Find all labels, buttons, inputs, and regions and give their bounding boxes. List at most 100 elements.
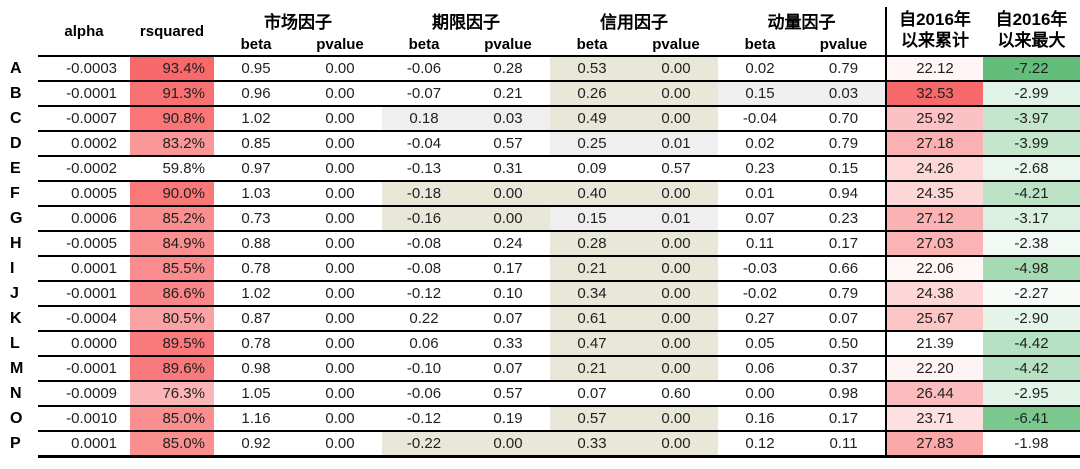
alpha-cell: -0.0003 — [38, 56, 130, 82]
credit-beta-cell: 0.07 — [550, 381, 634, 407]
factor-regression-table: alpha rsquared 市场因子 期限因子 信用因子 动量因子 自2016… — [0, 7, 1080, 458]
cumulative-since-2016-cell: 25.92 — [885, 106, 983, 132]
momentum-beta-cell: 0.01 — [718, 181, 802, 207]
alpha-cell: 0.0001 — [38, 431, 130, 458]
max-drawdown-since-2016-cell: -2.27 — [983, 281, 1080, 307]
alpha-cell: 0.0001 — [38, 256, 130, 282]
market-pvalue-cell: 0.00 — [298, 281, 382, 307]
table-body: A -0.0003 93.4% 0.95 0.00 -0.06 0.28 0.5… — [0, 56, 1080, 458]
table-row: M -0.0001 89.6% 0.98 0.00 -0.10 0.07 0.2… — [0, 356, 1080, 382]
credit-pvalue-cell: 0.57 — [634, 156, 718, 182]
rsquared-cell: 85.0% — [130, 431, 214, 458]
credit-beta-cell: 0.49 — [550, 106, 634, 132]
term-pvalue-cell: 0.17 — [466, 256, 550, 282]
credit-beta-cell: 0.15 — [550, 206, 634, 232]
max-drawdown-since-2016-cell: -4.42 — [983, 356, 1080, 382]
term-pvalue-cell: 0.57 — [466, 381, 550, 407]
market-pvalue-cell: 0.00 — [298, 106, 382, 132]
market-beta-cell: 0.95 — [214, 56, 298, 82]
cumulative-since-2016-cell: 27.83 — [885, 431, 983, 458]
table-row: D 0.0002 83.2% 0.85 0.00 -0.04 0.57 0.25… — [0, 131, 1080, 157]
momentum-beta-cell: 0.02 — [718, 56, 802, 82]
row-label: D — [10, 134, 22, 152]
credit-pvalue-cell: 0.00 — [634, 56, 718, 82]
cum-header-line1: 自2016年 — [899, 10, 971, 30]
term-pvalue-cell: 0.03 — [466, 106, 550, 132]
market-beta-cell: 0.98 — [214, 356, 298, 382]
credit-beta-cell: 0.21 — [550, 356, 634, 382]
row-label: L — [10, 334, 20, 352]
term-pvalue-cell: 0.07 — [466, 356, 550, 382]
row-label: F — [10, 184, 20, 202]
term-beta-cell: -0.16 — [382, 206, 466, 232]
table-row: L 0.0000 89.5% 0.78 0.00 0.06 0.33 0.47 … — [0, 331, 1080, 357]
term-beta-cell: -0.07 — [382, 81, 466, 107]
market-pvalue-cell: 0.00 — [298, 356, 382, 382]
row-label: H — [10, 234, 22, 252]
credit-pvalue-cell: 0.00 — [634, 406, 718, 432]
cumulative-since-2016-cell: 27.12 — [885, 206, 983, 232]
credit-beta-cell: 0.33 — [550, 431, 634, 458]
market-pvalue-cell: 0.00 — [298, 331, 382, 357]
credit-beta-cell: 0.53 — [550, 56, 634, 82]
credit-pvalue-cell: 0.00 — [634, 431, 718, 458]
market-beta-cell: 1.03 — [214, 181, 298, 207]
alpha-cell: -0.0007 — [38, 106, 130, 132]
cumulative-since-2016-cell: 25.67 — [885, 306, 983, 332]
credit-pvalue-cell: 0.00 — [634, 106, 718, 132]
momentum-pvalue-cell: 0.11 — [802, 431, 886, 458]
market-pvalue-cell: 0.00 — [298, 406, 382, 432]
term-beta-cell: -0.04 — [382, 131, 466, 157]
sub-header-momentum-beta: beta — [718, 33, 802, 57]
table-row: J -0.0001 86.6% 1.02 0.00 -0.12 0.10 0.3… — [0, 281, 1080, 307]
table-row: N -0.0009 76.3% 1.05 0.00 -0.06 0.57 0.0… — [0, 381, 1080, 407]
momentum-beta-cell: 0.02 — [718, 131, 802, 157]
credit-beta-cell: 0.09 — [550, 156, 634, 182]
momentum-beta-cell: 0.00 — [718, 381, 802, 407]
col-header-max-drawdown-since-2016: 自2016年 以来最大 — [983, 7, 1080, 57]
credit-beta-cell: 0.28 — [550, 231, 634, 257]
sub-header-term-pvalue: pvalue — [466, 33, 550, 57]
market-beta-cell: 0.97 — [214, 156, 298, 182]
momentum-pvalue-cell: 0.17 — [802, 406, 886, 432]
alpha-cell: -0.0001 — [38, 81, 130, 107]
term-beta-cell: 0.22 — [382, 306, 466, 332]
momentum-pvalue-cell: 0.98 — [802, 381, 886, 407]
cumulative-since-2016-cell: 22.20 — [885, 356, 983, 382]
momentum-pvalue-cell: 0.15 — [802, 156, 886, 182]
momentum-pvalue-cell: 0.37 — [802, 356, 886, 382]
market-pvalue-cell: 0.00 — [298, 431, 382, 458]
rsquared-cell: 84.9% — [130, 231, 214, 257]
table-row: F 0.0005 90.0% 1.03 0.00 -0.18 0.00 0.40… — [0, 181, 1080, 207]
rsquared-cell: 89.5% — [130, 331, 214, 357]
rsquared-cell: 91.3% — [130, 81, 214, 107]
factor-regression-table-container: alpha rsquared 市场因子 期限因子 信用因子 动量因子 自2016… — [0, 7, 1080, 458]
momentum-beta-cell: -0.04 — [718, 106, 802, 132]
credit-pvalue-cell: 0.00 — [634, 231, 718, 257]
term-beta-cell: -0.12 — [382, 406, 466, 432]
max-drawdown-since-2016-cell: -2.38 — [983, 231, 1080, 257]
momentum-beta-cell: 0.11 — [718, 231, 802, 257]
group-header-momentum-factor: 动量因子 — [767, 12, 836, 32]
alpha-cell: 0.0005 — [38, 181, 130, 207]
max-drawdown-since-2016-cell: -2.95 — [983, 381, 1080, 407]
momentum-beta-cell: 0.12 — [718, 431, 802, 458]
momentum-beta-cell: 0.07 — [718, 206, 802, 232]
momentum-beta-cell: 0.15 — [718, 81, 802, 107]
rsquared-cell: 76.3% — [130, 381, 214, 407]
momentum-beta-cell: 0.16 — [718, 406, 802, 432]
term-pvalue-cell: 0.57 — [466, 131, 550, 157]
momentum-pvalue-cell: 0.94 — [802, 181, 886, 207]
rsquared-cell: 83.2% — [130, 131, 214, 157]
rsquared-cell: 86.6% — [130, 281, 214, 307]
col-header-rsquared: rsquared — [130, 7, 214, 57]
credit-pvalue-cell: 0.00 — [634, 356, 718, 382]
momentum-beta-cell: -0.03 — [718, 256, 802, 282]
market-beta-cell: 1.02 — [214, 281, 298, 307]
momentum-pvalue-cell: 0.79 — [802, 281, 886, 307]
alpha-cell: -0.0002 — [38, 156, 130, 182]
credit-beta-cell: 0.61 — [550, 306, 634, 332]
row-label: J — [10, 284, 19, 302]
credit-pvalue-cell: 0.60 — [634, 381, 718, 407]
market-beta-cell: 1.05 — [214, 381, 298, 407]
